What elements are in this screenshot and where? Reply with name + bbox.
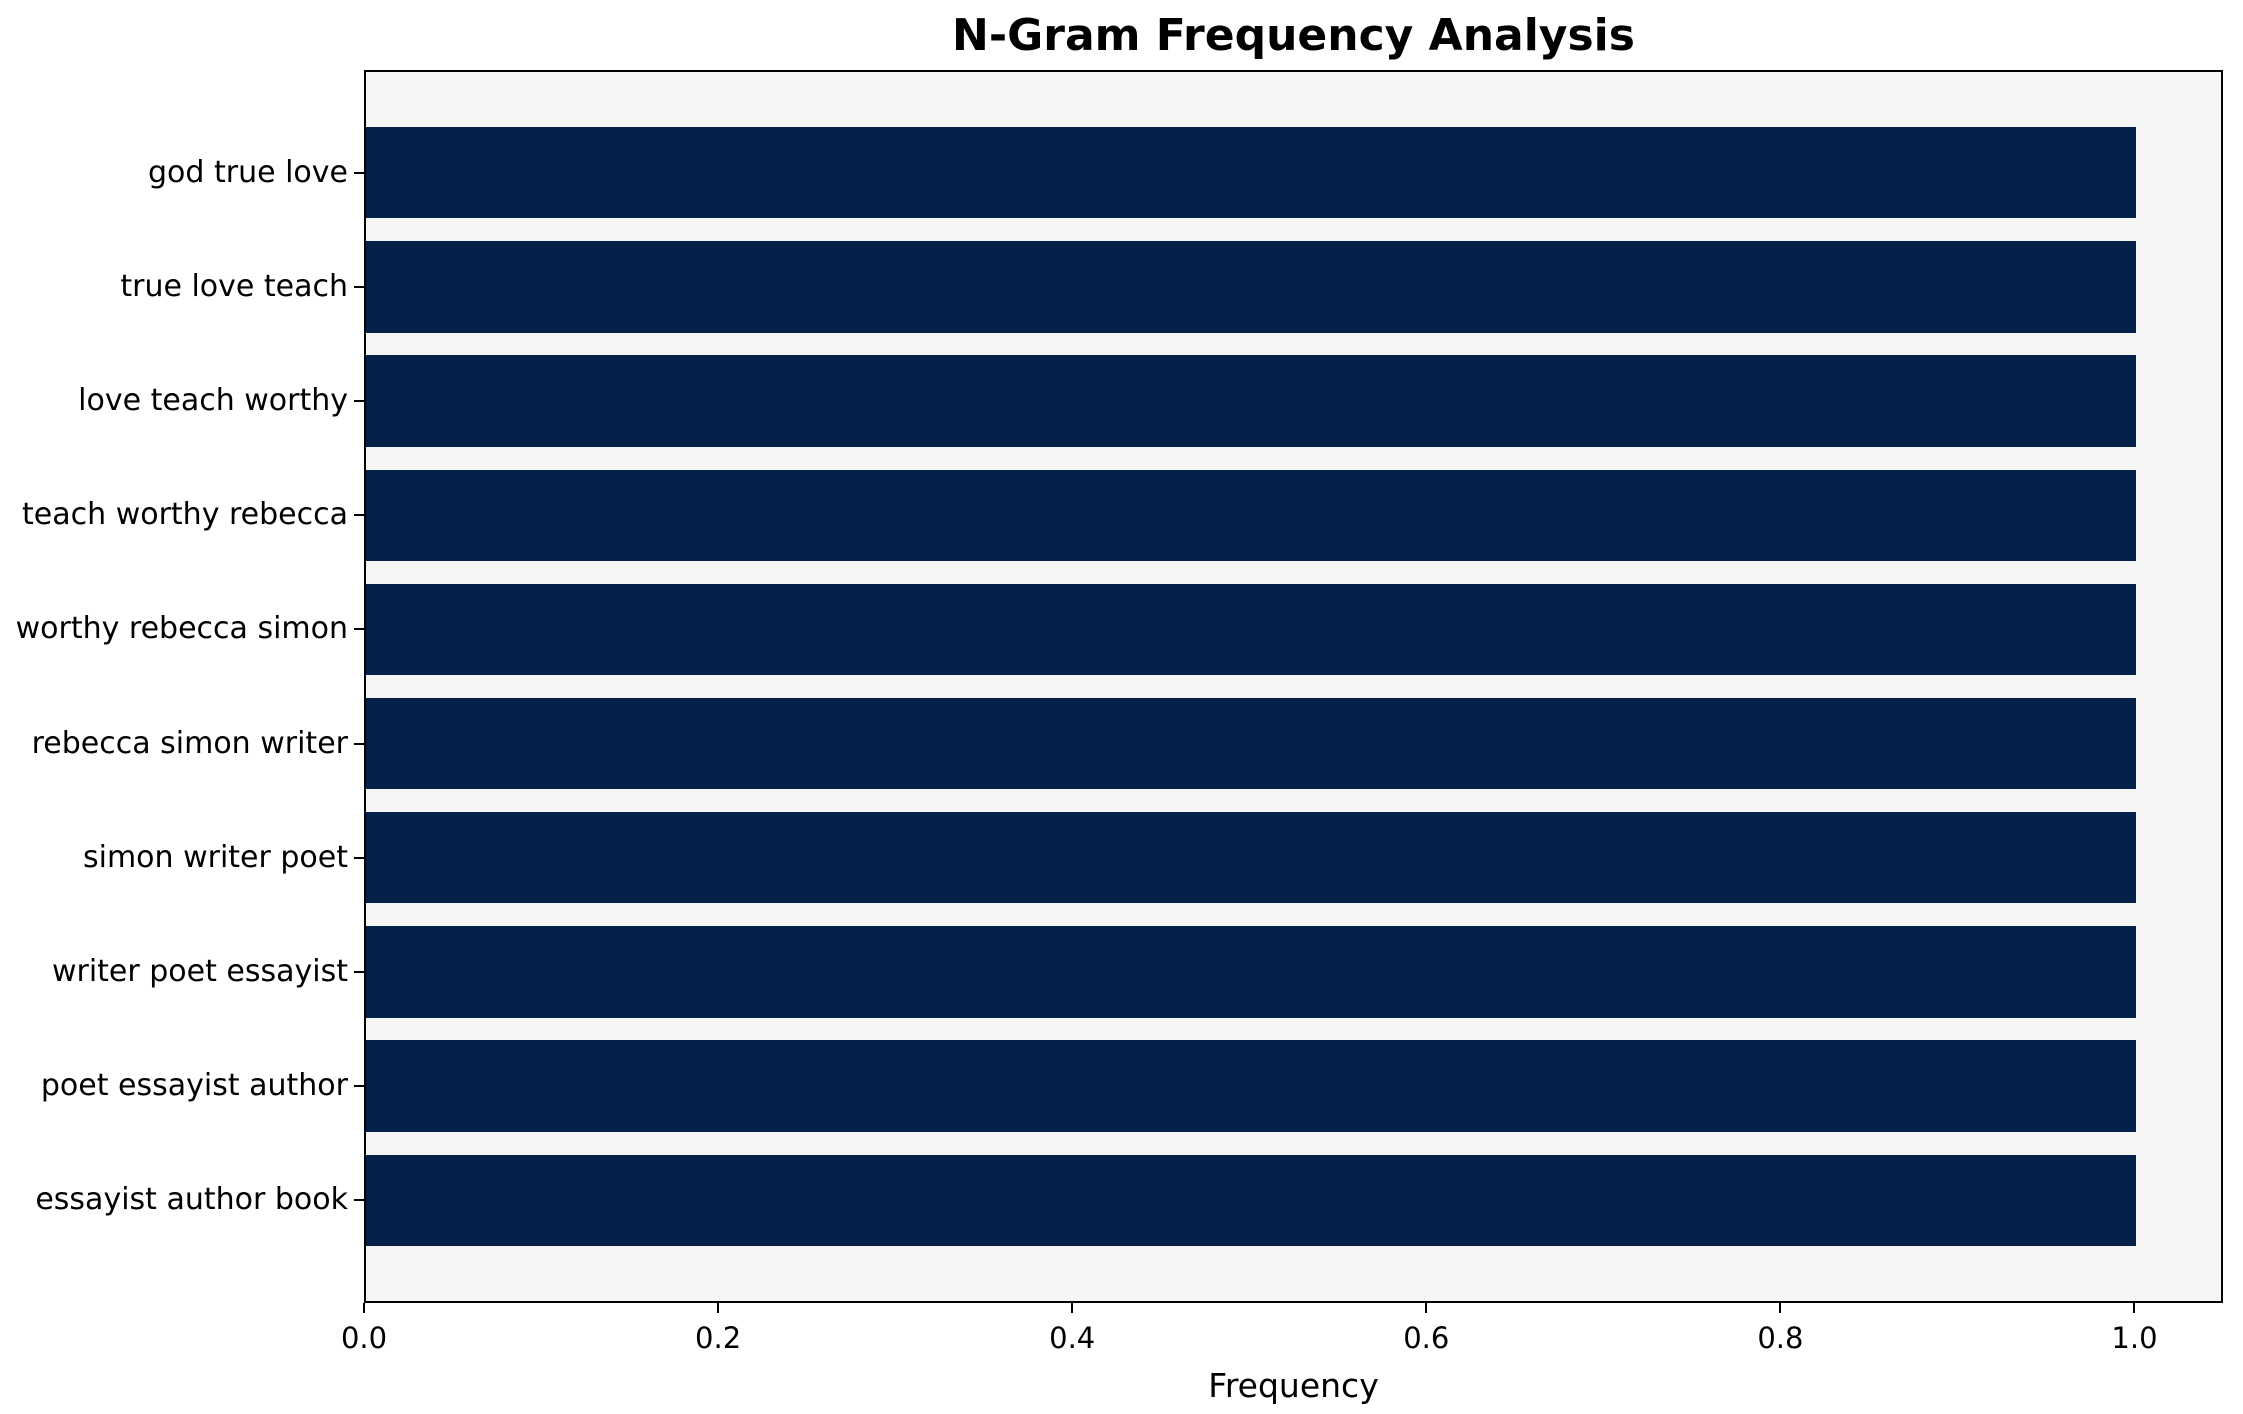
y-tick bbox=[354, 400, 364, 403]
bar bbox=[366, 926, 2137, 1018]
x-tick-label: 1.0 bbox=[2111, 1321, 2158, 1355]
x-tick-label: 0.4 bbox=[1049, 1321, 1096, 1355]
y-tick bbox=[354, 1085, 364, 1088]
y-axis-label: worthy rebecca simon bbox=[15, 611, 348, 647]
bar bbox=[366, 1154, 2137, 1246]
y-tick bbox=[354, 856, 364, 859]
x-axis-label: Frequency bbox=[1208, 1366, 1379, 1405]
bar bbox=[366, 355, 2137, 447]
y-axis-label: simon writer poet bbox=[82, 839, 348, 875]
bar bbox=[366, 697, 2137, 790]
y-axis-label: love teach worthy bbox=[78, 383, 348, 419]
x-tick bbox=[2133, 1303, 2136, 1313]
y-tick bbox=[354, 171, 364, 174]
plot-area bbox=[364, 70, 2223, 1303]
x-tick bbox=[1425, 1303, 1428, 1313]
chart-title: N-Gram Frequency Analysis bbox=[952, 10, 1635, 61]
x-tick-label: 0.0 bbox=[340, 1321, 388, 1355]
y-axis-label: essayist author book bbox=[35, 1182, 348, 1218]
x-tick bbox=[717, 1303, 720, 1313]
y-axis-label: rebecca simon writer bbox=[31, 725, 348, 761]
x-tick bbox=[363, 1303, 365, 1313]
y-tick bbox=[354, 970, 364, 973]
y-axis-label: teach worthy rebecca bbox=[22, 497, 348, 533]
x-tick bbox=[1071, 1303, 1074, 1313]
y-tick bbox=[354, 1199, 364, 1202]
x-tick-label: 0.8 bbox=[1757, 1321, 1804, 1355]
bar bbox=[366, 583, 2137, 676]
y-axis-label: god true love bbox=[148, 154, 348, 190]
bar bbox=[366, 812, 2137, 904]
x-tick bbox=[1779, 1303, 1782, 1313]
y-tick bbox=[354, 285, 364, 288]
bar bbox=[366, 1040, 2137, 1132]
y-axis-label: true love teach bbox=[120, 268, 348, 304]
y-axis-label: poet essayist author bbox=[40, 1068, 348, 1104]
y-tick bbox=[354, 742, 364, 745]
x-tick-label: 0.6 bbox=[1403, 1321, 1450, 1355]
bar bbox=[366, 241, 2137, 333]
bar bbox=[366, 469, 2137, 561]
x-tick-label: 0.2 bbox=[695, 1321, 742, 1355]
y-tick bbox=[354, 514, 364, 517]
bar bbox=[366, 127, 2137, 219]
y-axis-label: writer poet essayist bbox=[51, 953, 348, 989]
y-tick bbox=[354, 628, 364, 631]
